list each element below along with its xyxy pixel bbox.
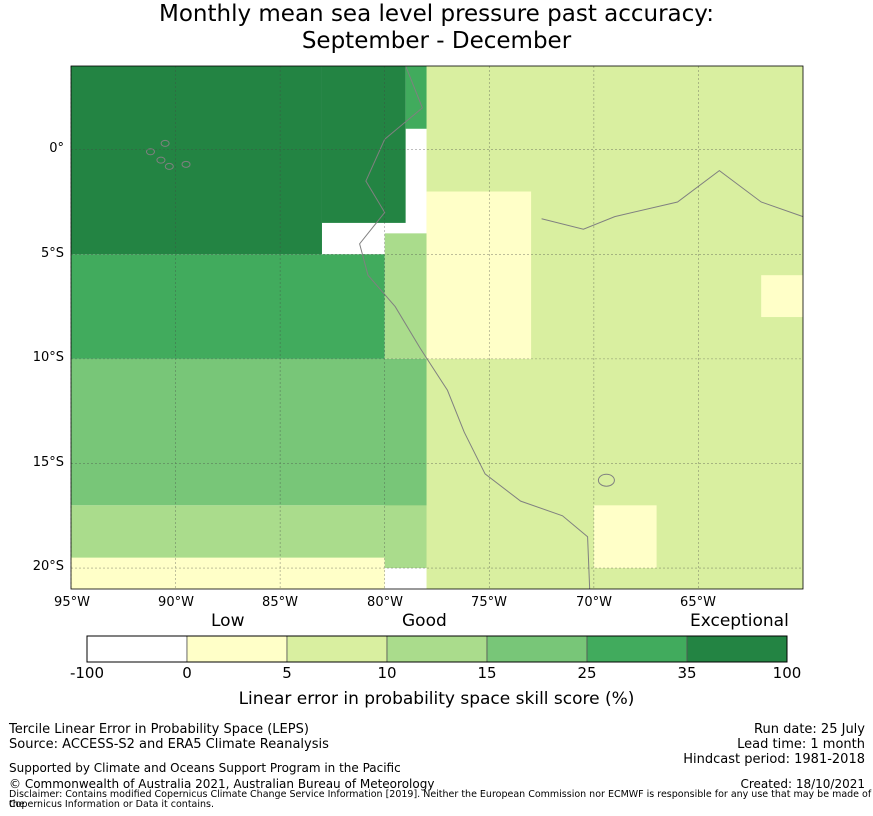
- skill-region: [71, 66, 322, 255]
- river-line: [541, 169, 804, 230]
- disclaimer-line-1: Disclaimer: Contains modified Copernicus…: [9, 789, 872, 810]
- colorbar-segment: [386, 635, 488, 663]
- footer-support: Supported by Climate and Oceans Support …: [9, 761, 401, 775]
- colorbar-tick: 5: [282, 664, 292, 682]
- colorbar: [86, 635, 788, 663]
- galapagos-island: [181, 160, 191, 168]
- category-good: Good: [402, 611, 447, 631]
- lat-label-20s: 20°S: [32, 559, 64, 574]
- galapagos-island: [145, 148, 155, 156]
- colorbar-segment: [86, 635, 188, 663]
- skill-region: [426, 191, 532, 359]
- chart-title-line-2: September - December: [301, 28, 572, 54]
- lake-titicaca: [597, 473, 615, 487]
- colorbar-segment: [686, 635, 788, 663]
- lat-label-0: 0°: [49, 141, 64, 156]
- footer-hindcast: Hindcast period: 1981-2018: [683, 752, 865, 767]
- skill-region: [761, 275, 803, 318]
- galapagos-island: [164, 162, 174, 170]
- lon-label-95w: 95°W: [54, 595, 90, 610]
- category-exceptional: Exceptional: [690, 611, 789, 631]
- colorbar-segment: [586, 635, 688, 663]
- category-low: Low: [211, 611, 245, 631]
- footer-method: Tercile Linear Error in Probability Spac…: [9, 722, 309, 737]
- lon-label-75w: 75°W: [471, 595, 507, 610]
- footer-copyright: © Commonwealth of Australia 2021, Austra…: [9, 777, 435, 791]
- skill-region: [384, 233, 427, 359]
- lon-label-85w: 85°W: [262, 595, 298, 610]
- chart-title-line-1: Monthly mean sea level pressure past acc…: [159, 1, 714, 27]
- lat-label-5s: 5°S: [40, 246, 64, 261]
- lat-label-10s: 10°S: [32, 350, 64, 365]
- footer-run-date: Run date: 25 July: [754, 722, 865, 737]
- footer-created: Created: 18/10/2021: [740, 777, 865, 791]
- colorbar-tick: -100: [69, 664, 105, 682]
- coastline-line: [359, 65, 591, 590]
- colorbar-outline: [86, 635, 788, 663]
- disclaimer-line-2: Copernicus Information or Data it contai…: [9, 799, 215, 810]
- colorbar-segment: [186, 635, 288, 663]
- colorbar-segment: [286, 635, 388, 663]
- colorbar-tick: 25: [577, 664, 597, 682]
- lon-label-80w: 80°W: [367, 595, 403, 610]
- footer-source: Source: ACCESS-S2 and ERA5 Climate Reana…: [9, 737, 329, 752]
- colorbar-tick: 100: [772, 664, 802, 682]
- skill-region: [593, 505, 657, 569]
- galapagos-island: [156, 156, 166, 164]
- lon-label-65w: 65°W: [680, 595, 716, 610]
- skill-region: [71, 557, 385, 589]
- skill-region: [71, 254, 385, 359]
- skill-region: [321, 66, 406, 223]
- colorbar-tick: 10: [377, 664, 397, 682]
- colorbar-title: Linear error in probability space skill …: [238, 689, 635, 709]
- coastline: [145, 65, 804, 590]
- lon-label-90w: 90°W: [158, 595, 194, 610]
- galapagos-island: [160, 139, 170, 147]
- lat-label-15s: 15°S: [32, 455, 64, 470]
- colorbar-tick: 0: [182, 664, 192, 682]
- colorbar-tick: 15: [477, 664, 497, 682]
- colorbar-tick: 35: [677, 664, 697, 682]
- skill-grid-cells: [71, 66, 803, 589]
- lon-label-70w: 70°W: [576, 595, 612, 610]
- colorbar-segment: [486, 635, 588, 663]
- map-frame: [70, 65, 804, 590]
- footer-lead-time: Lead time: 1 month: [737, 737, 865, 752]
